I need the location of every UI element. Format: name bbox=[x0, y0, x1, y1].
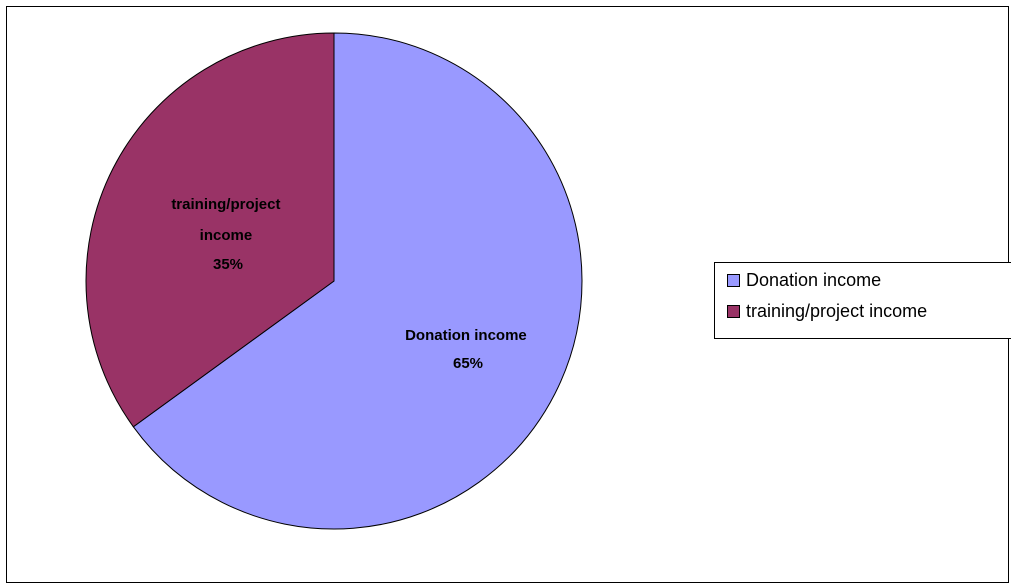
data-label-training-name-1: training/project bbox=[171, 196, 280, 213]
legend: Donation income training/project income bbox=[714, 262, 1011, 339]
legend-label-training: training/project income bbox=[746, 300, 928, 321]
data-label-training: training/project income 35% bbox=[171, 196, 284, 273]
data-label-donation: Donation income 65% bbox=[405, 327, 531, 372]
legend-item-donation-income: Donation income bbox=[727, 268, 881, 292]
slice-training-project-income bbox=[85, 32, 335, 428]
data-label-donation-percent: 65% bbox=[453, 355, 483, 372]
slice-donation-income bbox=[132, 32, 583, 530]
data-label-training-name-2: income bbox=[200, 227, 253, 244]
data-label-donation-name: Donation income bbox=[405, 327, 527, 344]
legend-swatch-donation bbox=[727, 273, 740, 287]
legend-label-donation: Donation income bbox=[746, 269, 882, 290]
legend-item-training-project-income: training/project income bbox=[727, 299, 927, 323]
legend-swatch-training bbox=[727, 304, 740, 318]
data-label-training-percent: 35% bbox=[213, 256, 243, 273]
